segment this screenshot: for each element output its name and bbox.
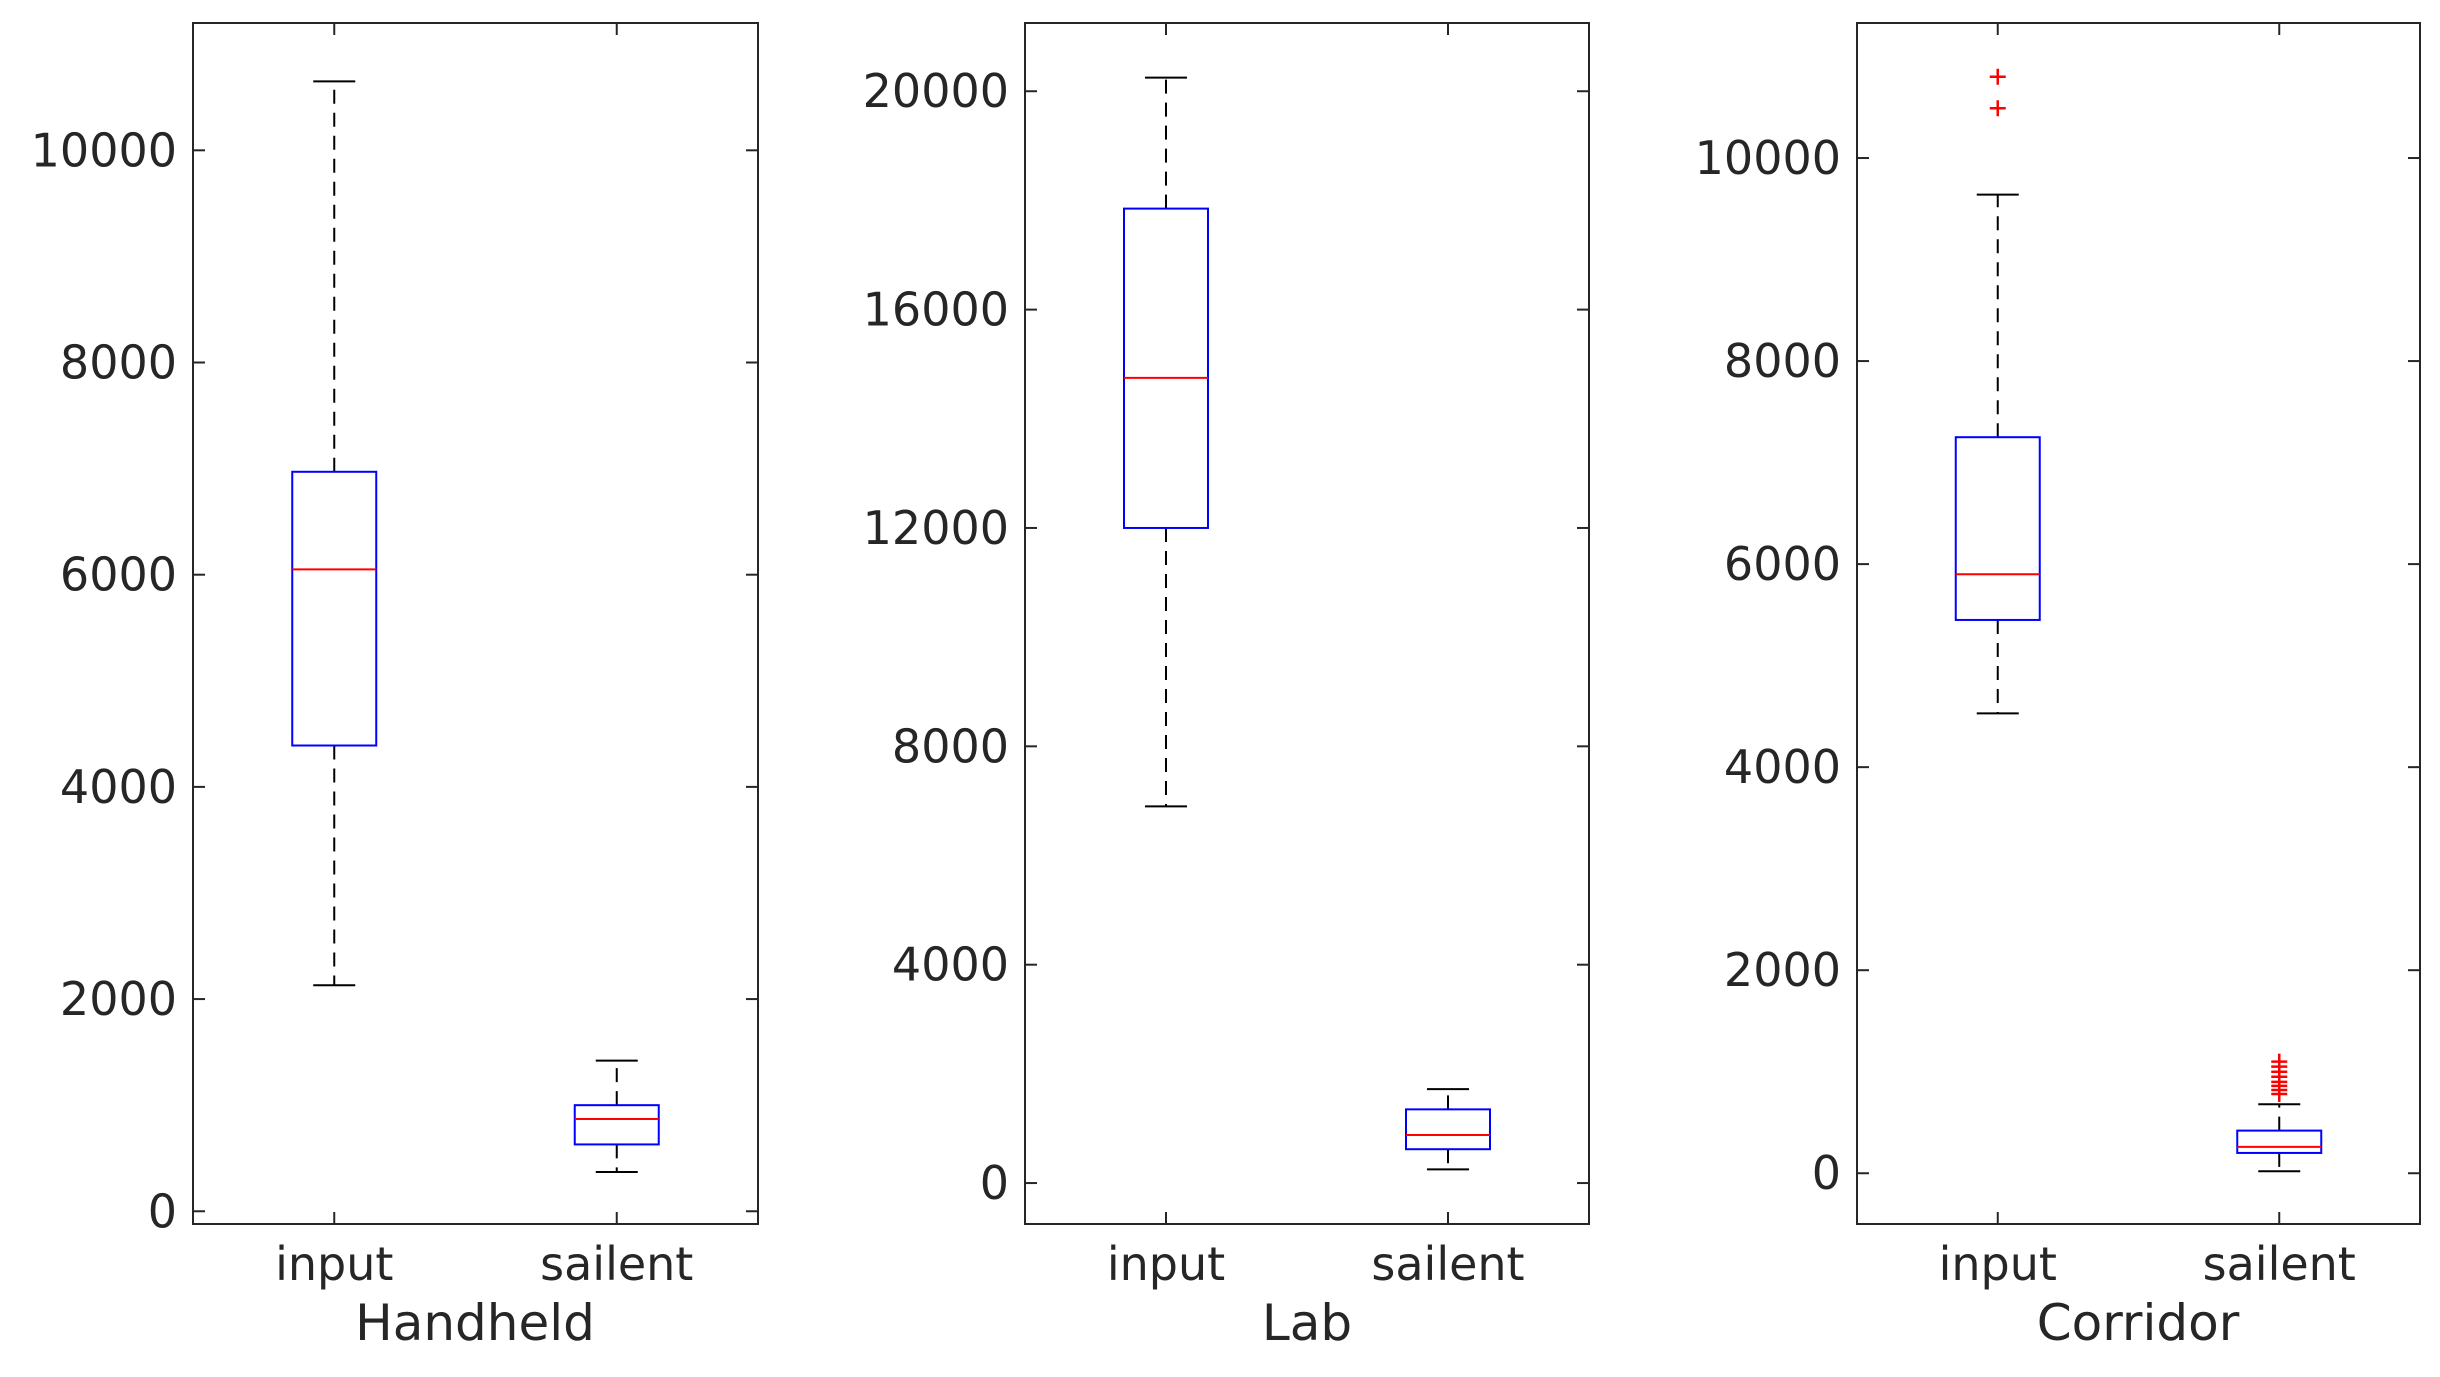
x-tick-label: sailent xyxy=(2203,1237,2356,1291)
box-iqr xyxy=(1123,207,1209,529)
xlabel-corridor: Corridor xyxy=(2037,1294,2240,1352)
y-tick-label: 6000 xyxy=(1724,537,1841,591)
panel-lab: Lab 0 4000 8000 12000 16000 20000 input sailent xyxy=(863,22,1590,1352)
y-tick-label: 4000 xyxy=(892,938,1009,992)
y-tick-label: 20000 xyxy=(863,64,1009,118)
y-tick-label: 16000 xyxy=(863,283,1009,337)
axes-frame xyxy=(1024,22,1590,1225)
y-tick-label: 2000 xyxy=(60,972,177,1026)
panel-handheld: Handheld 0 2000 4000 6000 8000 10000 input sail… xyxy=(31,22,759,1352)
outlier-marker xyxy=(1989,100,2006,117)
panel-corridor: Corridor 0 2000 4000 6000 8000 10000 input sail… xyxy=(1695,22,2421,1352)
axes-frame xyxy=(192,22,759,1225)
x-tick-label: input xyxy=(275,1237,393,1291)
y-tick-label: 10000 xyxy=(31,123,177,177)
y-tick-label: 0 xyxy=(980,1156,1009,1210)
xlabel-handheld: Handheld xyxy=(355,1294,595,1352)
y-tick-label: 8000 xyxy=(892,719,1009,773)
x-tick-label: sailent xyxy=(1371,1237,1524,1291)
box-iqr xyxy=(1954,436,2041,621)
y-tick-label: 0 xyxy=(1812,1146,1841,1200)
y-tick-label: 12000 xyxy=(863,501,1009,555)
y-tick-label: 4000 xyxy=(1724,740,1841,794)
x-tick-label: sailent xyxy=(540,1237,693,1291)
box-iqr xyxy=(573,1104,660,1146)
y-tick-label: 10000 xyxy=(1695,131,1841,185)
y-tick-label: 2000 xyxy=(1724,943,1841,997)
outlier-marker xyxy=(1989,68,2006,85)
box-iqr xyxy=(2236,1129,2323,1154)
y-tick-label: 6000 xyxy=(60,548,177,602)
axes-frame xyxy=(1856,22,2421,1225)
x-tick-label: input xyxy=(1107,1237,1225,1291)
x-tick-label: input xyxy=(1939,1237,2057,1291)
box-iqr xyxy=(291,470,378,747)
y-tick-label: 0 xyxy=(148,1184,177,1238)
y-tick-label: 8000 xyxy=(60,336,177,390)
y-tick-label: 8000 xyxy=(1724,334,1841,388)
box-iqr xyxy=(1405,1108,1491,1151)
y-tick-label: 4000 xyxy=(60,760,177,814)
outlier-marker xyxy=(2271,1053,2288,1070)
xlabel-lab: Lab xyxy=(1262,1294,1352,1352)
